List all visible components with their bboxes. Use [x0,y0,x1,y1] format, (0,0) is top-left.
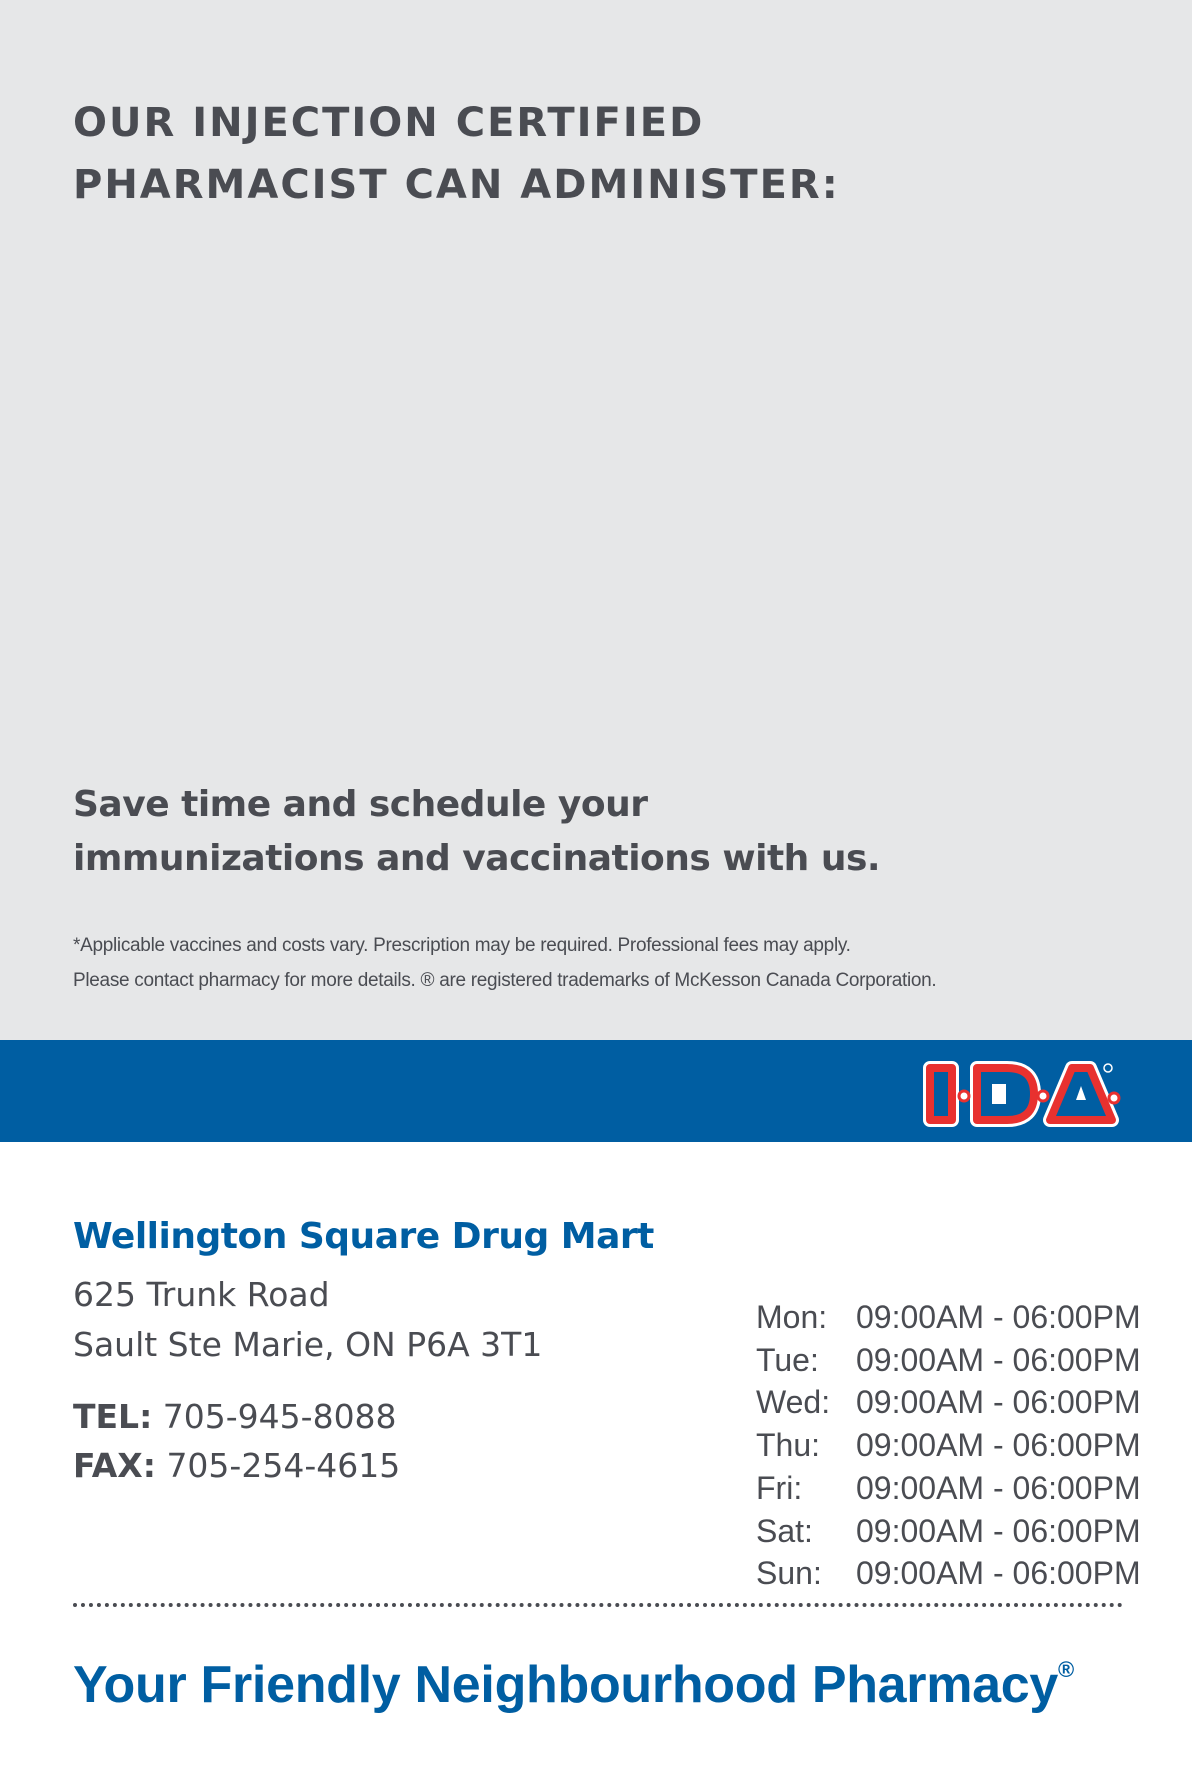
time: 09:00AM - 06:00PM [856,1427,1141,1464]
disclaimer-line: Please contact pharmacy for more details… [73,970,937,991]
hours-row: Tue: 09:00AM - 06:00PM [756,1339,1156,1382]
tel-label: TEL: [73,1397,153,1436]
disclaimer-line: *Applicable vaccines and costs vary. Pre… [73,935,851,956]
day: Tue: [756,1341,819,1378]
fax-label: FAX: [73,1446,156,1485]
store-hours: Mon: 09:00AM - 06:00PM Tue: 09:00AM - 06:0… [756,1296,1156,1595]
subheading: Save time and schedule your immunization… [73,778,1073,886]
subheading-line: Save time and schedule your [73,784,648,825]
contact-info: TEL: 705-945-8088 FAX: 705-254-4615 [73,1392,400,1490]
day: Sun: [756,1555,822,1592]
time: 09:00AM - 06:00PM [856,1341,1141,1378]
day: Fri: [756,1469,803,1506]
store-address: 625 Trunk Road Sault Ste Marie, ON P6A 3… [73,1270,542,1370]
dotted-divider [73,1603,1123,1607]
time: 09:00AM - 06:00PM [856,1512,1141,1549]
slogan: Your Friendly Neighbourhood Pharmacy® [73,1655,1163,1715]
phone: TEL: 705-945-8088 [73,1392,400,1441]
time: 09:00AM - 06:00PM [856,1469,1141,1506]
slogan-text: Your Friendly Neighbourhood Pharmacy [73,1656,1059,1714]
info-panel: OUR INJECTION CERTIFIED PHARMACIST CAN A… [0,0,1192,1040]
hours-row: Sat: 09:00AM - 06:00PM [756,1510,1156,1553]
store-name: Wellington Square Drug Mart [73,1216,654,1257]
page-title: OUR INJECTION CERTIFIED PHARMACIST CAN A… [73,92,1073,216]
title-line: PHARMACIST CAN ADMINISTER: [73,162,840,208]
day: Mon: [756,1299,828,1335]
hours-row: Sun: 09:00AM - 06:00PM [756,1552,1156,1595]
fax: FAX: 705-254-4615 [73,1441,400,1490]
address-line: Sault Ste Marie, ON P6A 3T1 [73,1325,543,1364]
day: Wed: [756,1384,831,1421]
hours-row: Mon: 09:00AM - 06:00PM [756,1296,1156,1339]
fax-number: 705-254-4615 [166,1446,401,1485]
time: 09:00AM - 06:00PM [856,1299,1141,1335]
hours-row: Thu: 09:00AM - 06:00PM [756,1424,1156,1467]
day: Thu: [756,1427,821,1464]
disclaimer: *Applicable vaccines and costs vary. Pre… [73,928,1153,998]
title-line: OUR INJECTION CERTIFIED [73,100,705,146]
ida-logo [923,1061,1121,1127]
tel-number: 705-945-8088 [162,1397,397,1436]
hours-row: Fri: 09:00AM - 06:00PM [756,1467,1156,1510]
day: Sat: [756,1512,813,1549]
hours-row: Wed: 09:00AM - 06:00PM [756,1381,1156,1424]
registered-mark: ® [1058,1657,1074,1682]
address-line: 625 Trunk Road [73,1275,330,1314]
subheading-line: immunizations and vaccinations with us. [73,838,881,879]
time: 09:00AM - 06:00PM [856,1555,1141,1592]
time: 09:00AM - 06:00PM [856,1384,1141,1421]
